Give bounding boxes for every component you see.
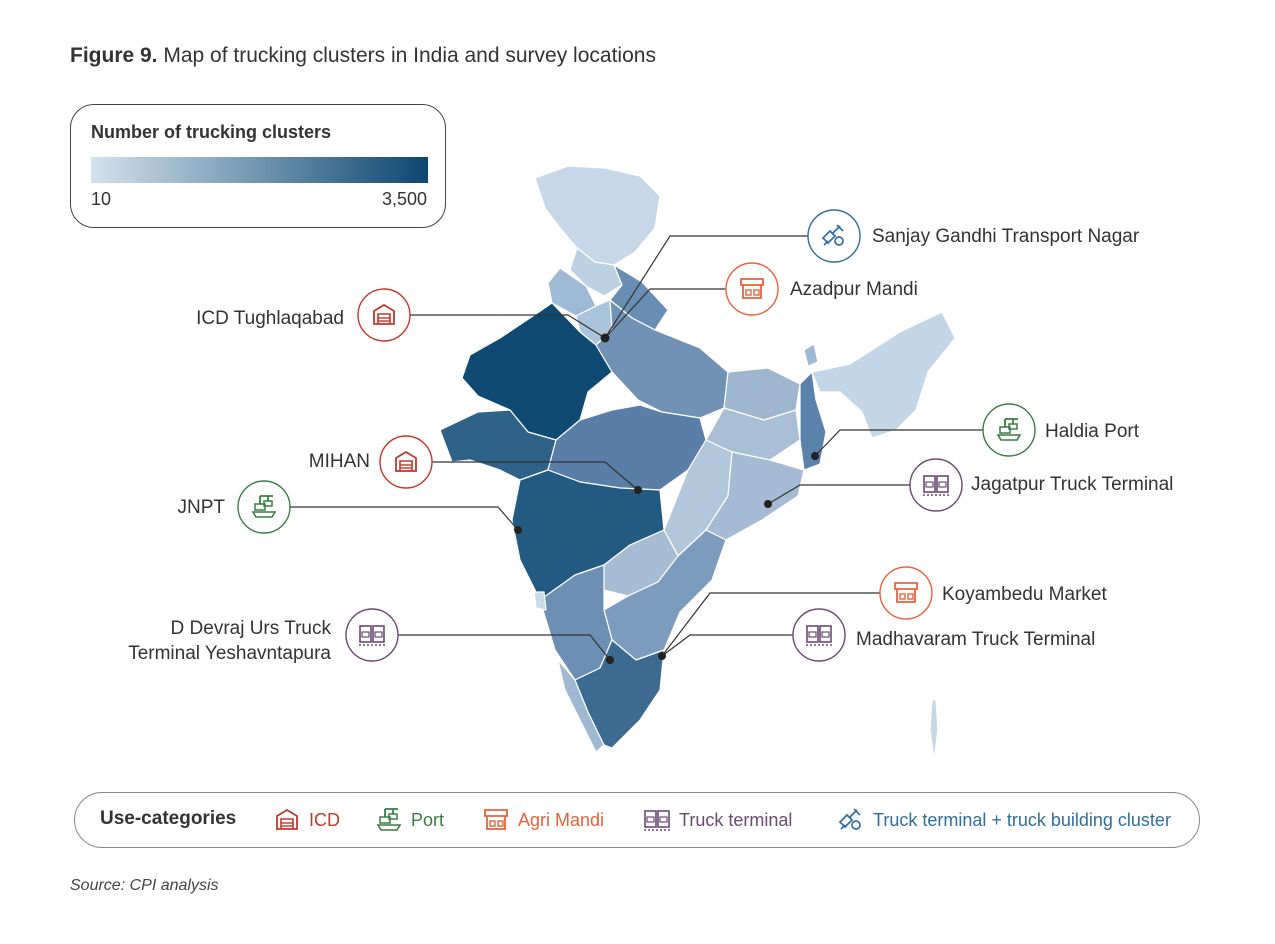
truck-terminal-icon <box>909 458 963 512</box>
agri-mandi-icon <box>484 809 508 830</box>
karnataka-region <box>539 564 613 681</box>
connector-haldia <box>814 429 983 457</box>
label-azadpur-mandi: Azadpur Mandi <box>790 279 918 300</box>
label-sanjay-gandhi: Sanjay Gandhi Transport Nagar <box>872 226 1140 247</box>
agri-mandi-icon <box>879 566 933 620</box>
label-jagatpur: Jagatpur Truck Terminal <box>971 474 1174 495</box>
sikkim-region <box>803 343 819 367</box>
agri-mandi-icon <box>725 262 779 316</box>
connector-icd-tughlaqabad <box>410 314 606 339</box>
label-icd-tughlaqabad: ICD Tughlaqabad <box>196 308 344 329</box>
odisha-region <box>705 451 805 541</box>
dot-jnpt <box>514 526 522 534</box>
color-scale-legend: Number of trucking clusters 10 3,500 <box>70 104 446 228</box>
label-devraj-urs-line2: Terminal Yeshavntapura <box>128 643 331 664</box>
connector-mihan <box>432 461 639 491</box>
category-truck-terminal: Truck terminal <box>641 805 792 835</box>
label-haldia-port: Haldia Port <box>1045 421 1139 442</box>
dot-jagatpur <box>764 500 772 508</box>
dot-delhi <box>600 333 610 343</box>
dot-bengaluru <box>606 656 614 664</box>
connector-lines <box>290 235 983 661</box>
dot-haldia <box>811 452 819 460</box>
category-truck-building: Truck terminal + truck building cluster <box>835 805 1171 835</box>
truck-building-cluster-icon <box>839 808 861 830</box>
port-icon <box>237 480 291 534</box>
legend-min-value: 10 <box>91 189 112 209</box>
goa-region <box>533 591 547 611</box>
label-mihan: MIHAN <box>308 451 370 472</box>
icd-icon <box>357 288 411 342</box>
india-state-regions <box>439 165 956 761</box>
andaman-islands <box>929 699 939 761</box>
connector-sanjay-gandhi <box>604 235 808 339</box>
truck-terminal-icon <box>345 608 399 662</box>
truck-terminal-icon <box>792 608 846 662</box>
truck-terminal-icon <box>643 810 671 831</box>
icd-icon <box>379 435 433 489</box>
connector-devraj-urs <box>398 634 611 661</box>
legend-title: Number of trucking clusters <box>91 122 332 142</box>
category-port-label: Port <box>411 809 445 830</box>
use-categories-legend: Use-categories ICD Port Agri Mandi Truck… <box>74 792 1200 848</box>
category-port: Port <box>373 805 444 835</box>
icd-icon <box>276 809 298 830</box>
figure-caption: Map of trucking clusters in India and su… <box>157 44 656 67</box>
figure-title: Figure 9. Map of trucking clusters in In… <box>70 44 656 68</box>
connector-koyambedu <box>661 592 880 657</box>
category-truck-terminal-label: Truck terminal <box>679 809 793 830</box>
connector-madhavaram <box>661 634 793 657</box>
label-koyambedu: Koyambedu Market <box>942 584 1107 605</box>
category-agri-mandi-label: Agri Mandi <box>518 809 605 830</box>
category-truck-building-label: Truck terminal + truck building cluster <box>873 809 1171 830</box>
port-icon <box>377 808 401 831</box>
label-madhavaram: Madhavaram Truck Terminal <box>856 629 1096 650</box>
label-devraj-urs: D Devraj Urs Truck Terminal Yeshavntapur… <box>128 616 331 666</box>
rajasthan-region <box>461 302 613 441</box>
use-categories-title: Use-categories <box>100 808 237 829</box>
truck-building-cluster-icon <box>807 209 861 263</box>
dot-chennai <box>658 652 666 660</box>
legend-max-value: 3,500 <box>381 189 427 209</box>
connector-azadpur <box>604 288 726 339</box>
category-icd: ICD <box>271 805 340 835</box>
connector-jnpt <box>290 506 519 531</box>
source-note: Source: CPI analysis <box>70 877 219 894</box>
jammu-kashmir-region <box>534 165 661 266</box>
northeast-region <box>811 311 956 439</box>
port-icon <box>982 403 1036 457</box>
category-agri-mandi: Agri Mandi <box>480 805 604 835</box>
label-devraj-urs-line1: D Devraj Urs Truck <box>170 618 331 639</box>
himachal-region <box>569 247 623 297</box>
figure-number: Figure 9. <box>70 44 158 67</box>
connector-jagatpur <box>767 484 910 505</box>
dot-nagpur <box>634 486 642 494</box>
location-icons <box>237 209 1036 662</box>
location-dots <box>514 333 819 664</box>
category-icd-label: ICD <box>309 809 340 830</box>
tamil-nadu-region <box>574 639 665 749</box>
legend-gradient-bar <box>91 157 428 183</box>
label-jnpt: JNPT <box>177 497 226 518</box>
